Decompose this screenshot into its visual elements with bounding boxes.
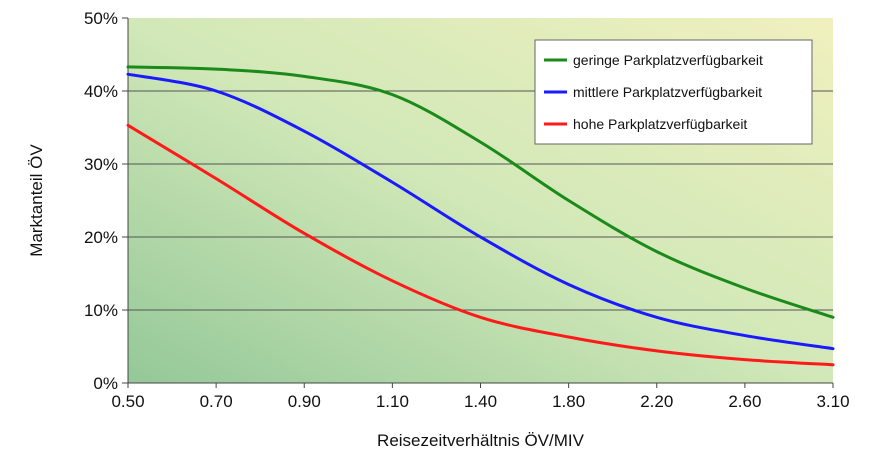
x-tick-label: 0.70 [200, 392, 233, 411]
y-axis-title: Marktanteil ÖV [27, 144, 46, 257]
x-tick-label: 1.40 [464, 392, 497, 411]
y-tick-label: 0% [93, 374, 118, 393]
series-line-1 [126, 65, 835, 319]
y-tick-label: 30% [84, 155, 118, 174]
legend-label: hohe Parkplatzverfügbarkeit [573, 116, 747, 132]
x-tick-label: 3.10 [816, 392, 849, 411]
x-tick-label: 1.10 [376, 392, 409, 411]
legend-label: geringe Parkplatzverfügbarkeit [573, 52, 763, 68]
x-axis-title: Reisezeitverhältnis ÖV/MIV [377, 431, 585, 450]
series-line-3 [126, 123, 835, 367]
y-tick-label: 20% [84, 228, 118, 247]
legend-label: mittlere Parkplatzverfügbarkeit [573, 84, 762, 100]
y-tick-label: 10% [84, 301, 118, 320]
series-line-2 [126, 72, 835, 351]
x-tick-label: 2.60 [728, 392, 761, 411]
y-tick-label: 50% [84, 9, 118, 28]
y-tick-label: 40% [84, 82, 118, 101]
x-tick-label: 0.50 [111, 392, 144, 411]
x-tick-label: 0.90 [288, 392, 321, 411]
legend-box [534, 39, 813, 145]
x-tick-label: 1.80 [552, 392, 585, 411]
x-tick-label: 2.20 [640, 392, 673, 411]
